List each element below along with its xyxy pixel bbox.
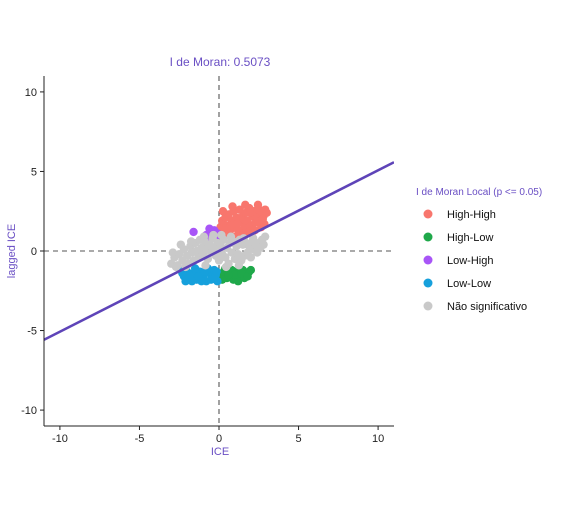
- data-point: [243, 272, 252, 281]
- y-tick-label: 0: [31, 246, 37, 258]
- x-tick-label: -5: [135, 433, 145, 445]
- legend-label: Low-High: [447, 255, 493, 267]
- legend-label: Não significativo: [447, 301, 527, 313]
- data-point: [176, 240, 186, 249]
- data-point: [221, 262, 231, 272]
- legend: I de Moran Local (p <= 0.05) High-HighHi…: [416, 187, 542, 313]
- data-point: [217, 230, 226, 240]
- data-point: [218, 207, 228, 216]
- data-point: [258, 214, 267, 224]
- data-point: [186, 237, 196, 246]
- legend-item: Low-Low: [423, 278, 491, 290]
- series-n-o-significativo: [167, 230, 270, 272]
- data-point: [227, 248, 236, 257]
- legend-item: Low-High: [423, 255, 493, 267]
- data-point: [226, 232, 236, 241]
- legend-swatch: [423, 209, 433, 219]
- data-point: [237, 269, 246, 278]
- data-point: [233, 249, 243, 259]
- data-point: [194, 272, 203, 281]
- data-point: [206, 275, 216, 284]
- legend-swatch: [423, 278, 433, 288]
- data-point: [234, 261, 244, 270]
- data-point: [245, 208, 255, 218]
- data-point: [201, 261, 210, 270]
- x-tick-label: 10: [372, 433, 384, 445]
- data-point: [230, 270, 240, 280]
- data-point: [246, 265, 256, 275]
- y-axis-title: lagged ICE: [6, 224, 18, 278]
- legend-items: High-High High-Low Low-High Low-Low Não sign…: [423, 209, 527, 313]
- data-point: [200, 267, 209, 276]
- chart-title: I de Moran: 0.5073: [170, 55, 271, 69]
- x-tick-label: 5: [295, 433, 301, 445]
- data-point: [199, 232, 209, 241]
- data-point: [212, 267, 221, 276]
- data-point: [233, 219, 242, 229]
- legend-label: High-Low: [447, 232, 494, 244]
- data-point: [235, 205, 244, 214]
- data-point: [233, 277, 243, 286]
- data-point: [190, 264, 200, 273]
- data-point: [246, 253, 256, 262]
- legend-label: High-High: [447, 209, 496, 221]
- data-point: [184, 270, 193, 280]
- legend-label: Low-Low: [447, 278, 491, 290]
- data-point: [221, 224, 231, 233]
- data-point: [168, 248, 178, 257]
- data-point: [171, 262, 181, 272]
- data-point: [181, 277, 190, 286]
- data-point: [213, 277, 222, 286]
- data-point: [187, 277, 197, 286]
- legend-item: Não significativo: [423, 301, 527, 313]
- legend-swatch: [423, 255, 433, 265]
- data-point: [253, 200, 263, 210]
- legend-title: I de Moran Local (p <= 0.05): [416, 187, 542, 198]
- data-point: [262, 208, 271, 218]
- plot-area: [44, 76, 394, 426]
- y-tick-label: -10: [21, 405, 37, 417]
- regression-line: [44, 161, 394, 341]
- data-point: [241, 200, 250, 210]
- y-tick-label: 10: [25, 87, 37, 99]
- legend-swatch: [423, 232, 433, 242]
- legend-item: High-High: [423, 209, 496, 221]
- x-axis-title: ICE: [211, 446, 229, 458]
- y-tick-label: -5: [27, 326, 37, 338]
- legend-item: High-Low: [423, 232, 494, 244]
- data-point: [214, 256, 224, 265]
- legend-swatch: [423, 301, 433, 311]
- data-point: [259, 240, 268, 249]
- data-point: [209, 230, 218, 240]
- data-point: [189, 227, 198, 237]
- data-point: [224, 270, 233, 280]
- x-tick-label: -10: [52, 433, 68, 445]
- plot-contents: [44, 76, 394, 426]
- x-tick-label: 0: [216, 433, 222, 445]
- y-tick-label: 5: [31, 166, 37, 178]
- data-point: [260, 232, 270, 241]
- data-point: [228, 202, 237, 211]
- data-point: [221, 253, 230, 262]
- axes: -10 -5 0 5 10 -10 -5 0 5 10: [21, 76, 394, 445]
